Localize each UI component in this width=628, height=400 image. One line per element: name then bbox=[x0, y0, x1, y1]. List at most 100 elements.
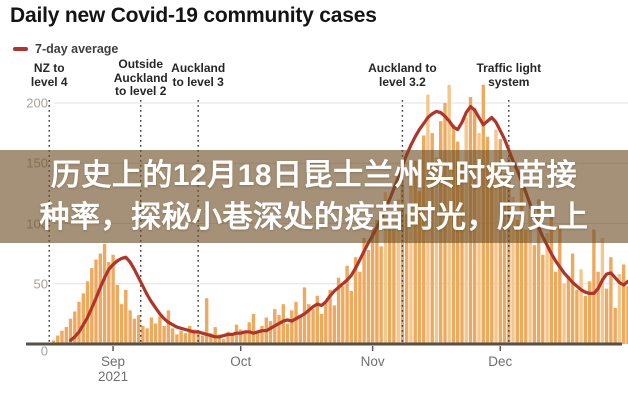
daily-cases-bar bbox=[553, 271, 558, 344]
daily-cases-bar bbox=[149, 317, 154, 344]
daily-cases-bar bbox=[136, 315, 141, 344]
daily-cases-bar bbox=[153, 323, 158, 344]
daily-cases-bar bbox=[60, 330, 64, 344]
daily-cases-bar bbox=[622, 264, 626, 344]
daily-cases-bar bbox=[107, 262, 111, 344]
daily-cases-bar bbox=[145, 328, 149, 344]
daily-cases-bar bbox=[600, 238, 605, 344]
daily-cases-bar bbox=[73, 311, 77, 344]
daily-cases-bar bbox=[319, 313, 324, 344]
daily-cases-bar bbox=[549, 209, 553, 344]
daily-cases-bar bbox=[332, 305, 336, 344]
daily-cases-bar bbox=[256, 331, 260, 344]
daily-cases-bar bbox=[243, 333, 247, 344]
daily-cases-bar bbox=[536, 199, 541, 344]
daily-cases-bar bbox=[417, 191, 422, 344]
daily-cases-bar bbox=[51, 340, 56, 344]
daily-cases-bar bbox=[268, 321, 273, 344]
daily-cases-bar bbox=[281, 304, 285, 344]
daily-cases-bar bbox=[383, 192, 388, 344]
overlay-banner: 历史上的12月18日昆士兰州实时疫苗接 种率，探秘小巷深处的疫苗时光，历史上 bbox=[0, 150, 628, 243]
daily-cases-bar bbox=[196, 331, 200, 344]
daily-cases-bar bbox=[413, 160, 417, 344]
event-annotation-0: NZ to level 4 bbox=[30, 61, 68, 89]
daily-cases-bar bbox=[166, 310, 171, 344]
x-axis-label-sep: Sep 2021 bbox=[98, 354, 129, 384]
daily-cases-bar bbox=[592, 229, 596, 344]
legend: 7-day average bbox=[13, 42, 118, 56]
daily-cases-bar bbox=[400, 181, 405, 344]
daily-cases-bar bbox=[251, 313, 256, 344]
daily-cases-bar bbox=[209, 333, 213, 344]
daily-cases-bar bbox=[192, 329, 196, 344]
daily-cases-bar bbox=[115, 285, 119, 344]
y-axis-label-0: 0 bbox=[40, 343, 48, 359]
daily-cases-bar bbox=[515, 219, 519, 344]
overlay-text-line1: 历史上的12月18日昆士兰州实时疫苗接 bbox=[50, 158, 578, 192]
daily-cases-bar bbox=[200, 335, 205, 344]
daily-cases-bar bbox=[532, 245, 536, 344]
daily-cases-bar bbox=[111, 254, 115, 344]
daily-cases-bar bbox=[511, 197, 515, 344]
x-axis-label-nov: Nov bbox=[360, 354, 385, 369]
daily-cases-bar bbox=[575, 289, 579, 344]
daily-cases-bar bbox=[170, 328, 175, 344]
legend-line-swatch bbox=[13, 47, 28, 51]
daily-cases-bar bbox=[345, 265, 349, 344]
daily-cases-bar bbox=[124, 289, 128, 344]
daily-cases-bar bbox=[85, 281, 90, 344]
daily-cases-bar bbox=[562, 283, 566, 345]
daily-cases-bar bbox=[290, 310, 294, 344]
daily-cases-bar bbox=[307, 304, 311, 344]
daily-cases-bar bbox=[545, 233, 549, 344]
daily-cases-bar bbox=[490, 168, 494, 344]
event-annotation-2: Auckland to level 3 bbox=[171, 61, 226, 89]
chart-title: Daily new Covid-19 community cases bbox=[10, 4, 377, 27]
daily-cases-bar bbox=[358, 271, 362, 344]
daily-cases-bar bbox=[128, 310, 132, 344]
y-axis-label-50: 50 bbox=[33, 276, 48, 292]
y-axis-label-200: 200 bbox=[26, 95, 48, 111]
daily-cases-bar bbox=[81, 293, 85, 344]
daily-cases-bar bbox=[604, 288, 609, 344]
daily-cases-bar bbox=[460, 163, 464, 345]
event-annotation-3: Auckland to level 3.2 bbox=[368, 61, 437, 89]
x-axis-label-dec: Dec bbox=[488, 354, 513, 369]
daily-cases-bar bbox=[392, 227, 396, 344]
daily-cases-bar bbox=[179, 330, 183, 344]
daily-cases-bar bbox=[375, 219, 379, 344]
event-annotation-1: Outside Auckland to level 2 bbox=[113, 57, 168, 98]
daily-cases-bar bbox=[328, 289, 332, 344]
daily-cases-bar bbox=[405, 213, 409, 344]
daily-cases-bar bbox=[349, 291, 353, 344]
daily-cases-bar bbox=[324, 301, 328, 344]
daily-cases-bar bbox=[98, 253, 102, 344]
daily-cases-bar bbox=[366, 250, 371, 344]
daily-cases-bar bbox=[294, 301, 298, 344]
overlay-text-line2: 种率，探秘小巷深处的疫苗时光，历史上 bbox=[39, 200, 589, 234]
daily-cases-bar bbox=[596, 271, 600, 344]
daily-cases-bar bbox=[587, 281, 592, 344]
daily-cases-bar bbox=[502, 172, 507, 344]
daily-cases-bar bbox=[141, 325, 145, 344]
daily-cases-bar bbox=[609, 257, 613, 344]
daily-cases-bar bbox=[56, 335, 60, 344]
daily-cases-bar bbox=[353, 257, 358, 344]
daily-cases-bar bbox=[362, 238, 366, 344]
daily-cases-bar bbox=[541, 254, 545, 344]
x-axis-label-oct: Oct bbox=[230, 354, 252, 369]
daily-cases-bar bbox=[230, 334, 234, 344]
daily-cases-bar bbox=[217, 334, 222, 344]
daily-cases-bar bbox=[311, 309, 315, 344]
daily-cases-bar bbox=[519, 184, 524, 344]
daily-cases-bar bbox=[226, 331, 230, 344]
daily-cases-bar bbox=[77, 301, 81, 344]
daily-cases-bar bbox=[558, 225, 562, 344]
daily-cases-bar bbox=[158, 316, 162, 344]
daily-cases-bar bbox=[205, 298, 209, 344]
daily-cases-bar bbox=[583, 295, 588, 344]
daily-cases-bar bbox=[162, 325, 166, 344]
daily-cases-bar bbox=[183, 333, 188, 344]
daily-cases-bar bbox=[132, 318, 136, 344]
daily-cases-bar bbox=[277, 315, 281, 344]
